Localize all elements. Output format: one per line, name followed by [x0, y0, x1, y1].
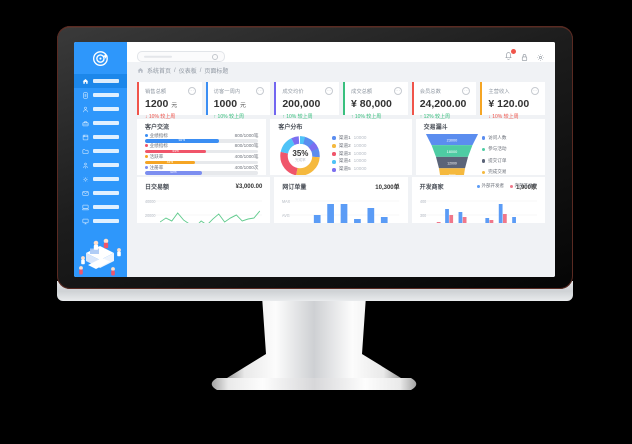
svg-text:AVG: AVG — [282, 213, 290, 218]
svg-text:300: 300 — [420, 213, 427, 218]
svg-text:20000: 20000 — [145, 213, 156, 218]
svg-text:7000: 7000 — [448, 172, 455, 175]
svg-text:23000: 23000 — [446, 138, 457, 142]
svg-text:18000: 18000 — [446, 149, 457, 153]
svg-text:40000: 40000 — [145, 199, 156, 204]
svg-text:12000: 12000 — [447, 161, 457, 165]
svg-text:400: 400 — [420, 199, 427, 204]
svg-text:MAX: MAX — [282, 199, 290, 204]
